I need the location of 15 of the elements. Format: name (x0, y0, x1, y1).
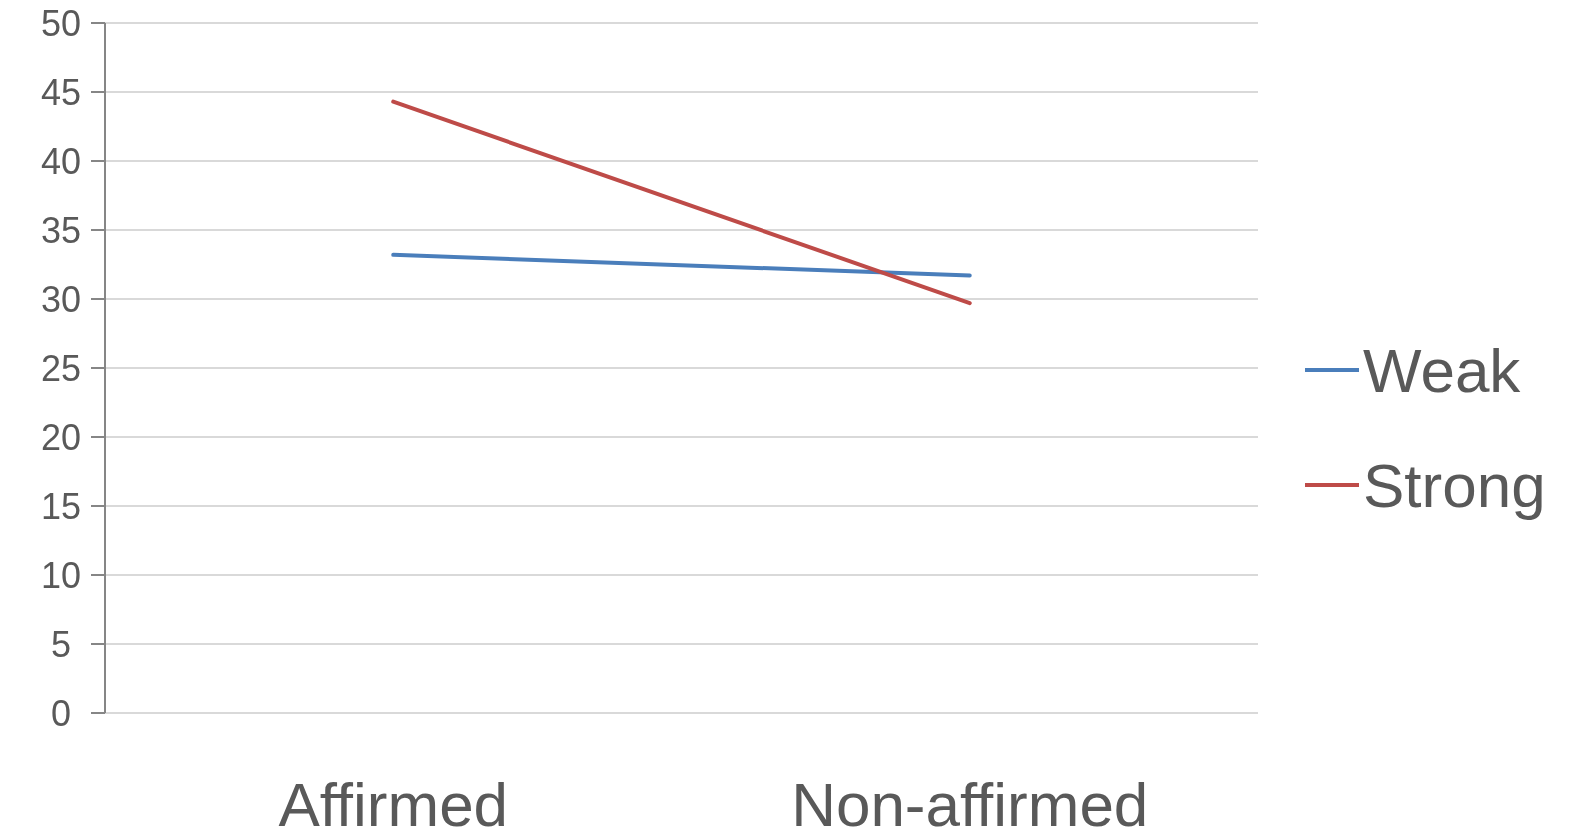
y-tick-label: 40 (40, 140, 82, 182)
y-tick-label: 45 (40, 71, 82, 113)
y-tick-label: 15 (40, 485, 82, 527)
y-tick-label: 0 (50, 692, 72, 734)
y-tick-label: 30 (40, 278, 82, 320)
y-tick-label: 25 (40, 347, 82, 389)
y-tick-label: 5 (50, 623, 72, 665)
x-tick-label: Affirmed (278, 770, 509, 836)
x-tick-label: Non-affirmed (791, 770, 1149, 836)
legend-label: Weak (1363, 335, 1522, 405)
y-tick-label: 20 (40, 416, 82, 458)
y-tick-label: 10 (40, 554, 82, 596)
y-tick-label: 35 (40, 209, 82, 251)
legend-label: Strong (1363, 450, 1546, 520)
y-tick-label: 50 (40, 2, 82, 44)
